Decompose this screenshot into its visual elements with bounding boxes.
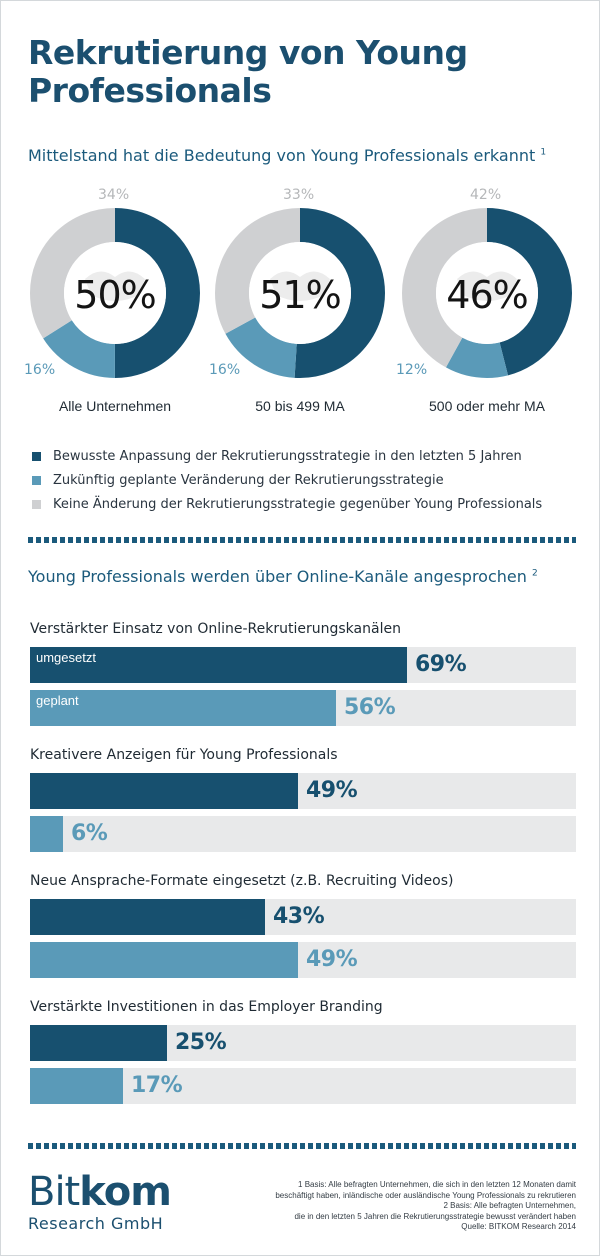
footnotes: 1 Basis: Alle befragten Unternehmen, die… xyxy=(256,1180,576,1233)
bar-umgesetzt xyxy=(30,647,407,683)
footnote-line: 2 Basis: Alle befragten Unternehmen, xyxy=(443,1201,576,1210)
bar-geplant xyxy=(30,690,336,726)
legend-item: Bewusste Anpassung der Rekrutierungsstra… xyxy=(32,444,542,468)
donut-category-label: 50 bis 499 MA xyxy=(255,398,345,414)
bar-track: geplant 56% xyxy=(30,690,576,726)
handshake-icon xyxy=(270,271,330,301)
bitkom-logo: Bitkom Research GmbH xyxy=(28,1169,172,1233)
bar-value-label: 69% xyxy=(415,652,467,677)
section-title-donuts: Mittelstand hat die Bedeutung von Young … xyxy=(28,146,546,165)
bar-value-label: 56% xyxy=(344,695,396,720)
bar-umgesetzt xyxy=(30,773,298,809)
bar-group-label: Verstärkte Investitionen in das Employer… xyxy=(30,999,383,1015)
bar-value-label: 49% xyxy=(306,947,358,972)
bar-value-label: 17% xyxy=(131,1073,183,1098)
bar-value-label: 6% xyxy=(71,821,108,846)
donut-svg xyxy=(30,208,200,378)
dashed-divider xyxy=(28,1143,576,1149)
donut-slice-gray xyxy=(402,208,572,378)
bar-track: 43% xyxy=(30,899,576,935)
page-title: Rekrutierung von Young Professionals xyxy=(28,33,468,110)
bar-track: 49% xyxy=(30,773,576,809)
bar-geplant xyxy=(30,942,298,978)
donut-value-planned: 16% xyxy=(209,362,241,378)
handshake-icon xyxy=(85,271,145,301)
legend-item: Keine Änderung der Rekrutierungsstrategi… xyxy=(32,492,542,516)
bar-track: 6% xyxy=(30,816,576,852)
donut-slice-gray xyxy=(30,208,200,378)
bar-value-label: 43% xyxy=(273,904,325,929)
bar-track: 49% xyxy=(30,942,576,978)
bar-series-label: geplant xyxy=(36,693,79,708)
section-title-bars: Young Professionals werden über Online-K… xyxy=(28,567,538,586)
section-title-text: Young Professionals werden über Online-K… xyxy=(28,567,527,586)
donut-value-planned: 16% xyxy=(24,362,56,378)
legend-swatch xyxy=(32,475,41,485)
donut-chart-50-bis-499: 51% 16% 33% 50 bis 499 MA xyxy=(209,187,385,414)
donut-center-value: 46% xyxy=(446,273,528,317)
logo-word-part2: kom xyxy=(79,1169,172,1215)
legend-item: Zukünftig geplante Veränderung der Rekru… xyxy=(32,468,542,492)
logo-wordmark: Bitkom xyxy=(28,1169,172,1215)
section-title-text: Mittelstand hat die Bedeutung von Young … xyxy=(28,146,536,165)
donut-category-label: Alle Unternehmen xyxy=(58,398,172,414)
donut-svg xyxy=(402,208,572,378)
donut-svg xyxy=(215,208,385,378)
donut-value-no-change: 33% xyxy=(283,187,315,203)
donut-value-no-change: 34% xyxy=(98,187,130,203)
footnote-line: 1 Basis: Alle befragten Unternehmen, die… xyxy=(298,1180,576,1189)
bar-group-label: Verstärkter Einsatz von Online-Rekrutier… xyxy=(30,621,401,637)
legend-label: Zukünftig geplante Veränderung der Rekru… xyxy=(53,472,444,488)
logo-word-part1: Bit xyxy=(28,1169,80,1215)
bar-geplant xyxy=(30,816,63,852)
bar-track: 25% xyxy=(30,1025,576,1061)
footnote-marker: 2 xyxy=(531,568,538,579)
legend-label: Bewusste Anpassung der Rekrutierungsstra… xyxy=(53,448,522,464)
footnote-line: beschäftigt haben, inländische oder ausl… xyxy=(275,1190,576,1200)
donut-value-no-change: 42% xyxy=(470,187,502,203)
logo-subtitle: Research GmbH xyxy=(28,1214,164,1233)
bar-value-label: 25% xyxy=(175,1030,227,1055)
bar-group-label: Kreativere Anzeigen für Young Profession… xyxy=(30,747,338,763)
bar-geplant xyxy=(30,1068,123,1104)
dashed-divider xyxy=(28,537,576,543)
donut-category-label: 500 oder mehr MA xyxy=(429,398,545,414)
bar-series-label: umgesetzt xyxy=(36,650,96,665)
donut-slice-light xyxy=(402,208,572,378)
bar-group-label: Neue Ansprache-Formate eingesetzt (z.B. … xyxy=(30,873,454,889)
handshake-icon xyxy=(457,271,517,301)
bar-value-label: 49% xyxy=(306,778,358,803)
bar-umgesetzt xyxy=(30,1025,167,1061)
donut-center-value: 51% xyxy=(259,273,341,317)
donut-chart-500-oder-mehr: 46% 12% 42% 500 oder mehr MA xyxy=(396,187,572,414)
legend-swatch xyxy=(32,499,41,509)
footnote-line: Quelle: BITKOM Research 2014 xyxy=(461,1222,576,1231)
donut-chart-alle-unternehmen: 50% 16% 34% Alle Unternehmen xyxy=(24,187,200,414)
donut-value-planned: 12% xyxy=(396,362,428,378)
donut-legend: Bewusste Anpassung der Rekrutierungsstra… xyxy=(32,444,542,516)
donut-center-value: 50% xyxy=(74,273,156,317)
bar-track: 17% xyxy=(30,1068,576,1104)
bar-track: umgesetzt 69% xyxy=(30,647,576,683)
bar-umgesetzt xyxy=(30,899,265,935)
footnote-marker: 1 xyxy=(540,147,547,158)
legend-swatch xyxy=(32,451,41,461)
footnote-line: die in den letzten 5 Jahren die Rekrutie… xyxy=(294,1211,576,1221)
donut-slice-gray xyxy=(215,208,385,378)
legend-label: Keine Änderung der Rekrutierungsstrategi… xyxy=(53,496,543,512)
